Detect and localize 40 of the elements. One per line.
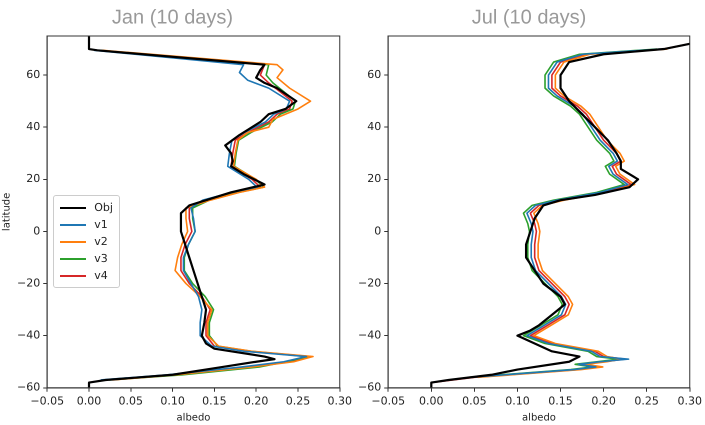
x-tick-label: 0.00 (419, 394, 444, 408)
y-tick-label: 40 (367, 120, 382, 134)
x-tick-label: 0.00 (76, 394, 102, 408)
x-tick-label: 0.15 (548, 394, 573, 408)
legend-label: v3 (94, 252, 108, 266)
x-tick-label: −0.05 (30, 394, 64, 408)
y-tick-label: −20 (358, 276, 382, 290)
y-tick-label: 40 (26, 120, 40, 134)
y-tick-label: 60 (26, 68, 40, 81)
y-tick-label: −60 (358, 380, 382, 394)
x-tick-label: 0.15 (202, 394, 227, 408)
x-tick-label: 0.25 (634, 394, 659, 408)
legend-label: v2 (94, 235, 108, 248)
x-tick-label: 0.05 (118, 394, 144, 408)
y-tick-label: 20 (26, 172, 40, 186)
x-tick-label: 0.20 (244, 394, 268, 408)
x-tick-label: −0.05 (371, 394, 406, 408)
x-axis-title: albedo (176, 412, 210, 424)
y-tick-label: 20 (367, 172, 382, 186)
chart-title: Jul (10 days) (472, 6, 586, 29)
legend-label: v1 (94, 218, 108, 232)
x-tick-label: 0.30 (678, 394, 702, 408)
legend-label: Obj (94, 201, 113, 214)
x-axis-title: albedo (522, 412, 556, 424)
x-tick-label: 0.05 (462, 394, 487, 408)
x-tick-label: 0.10 (505, 394, 530, 408)
x-tick-label: 0.25 (286, 394, 310, 408)
legend-label: v4 (94, 269, 108, 282)
y-tick-label: −60 (16, 380, 40, 394)
y-tick-label: −40 (358, 328, 382, 342)
y-tick-label: 0 (374, 224, 382, 238)
x-tick-label: 0.10 (160, 394, 185, 408)
y-tick-label: 60 (367, 68, 382, 81)
chart-title: Jan (10 days) (112, 6, 234, 29)
y-tick-label: −20 (16, 276, 40, 290)
x-tick-label: 0.30 (328, 394, 352, 408)
y-axis-title: latitude (2, 192, 13, 232)
y-tick-label: 0 (33, 224, 40, 238)
x-tick-label: 0.20 (591, 394, 616, 408)
y-tick-label: −40 (16, 328, 40, 342)
